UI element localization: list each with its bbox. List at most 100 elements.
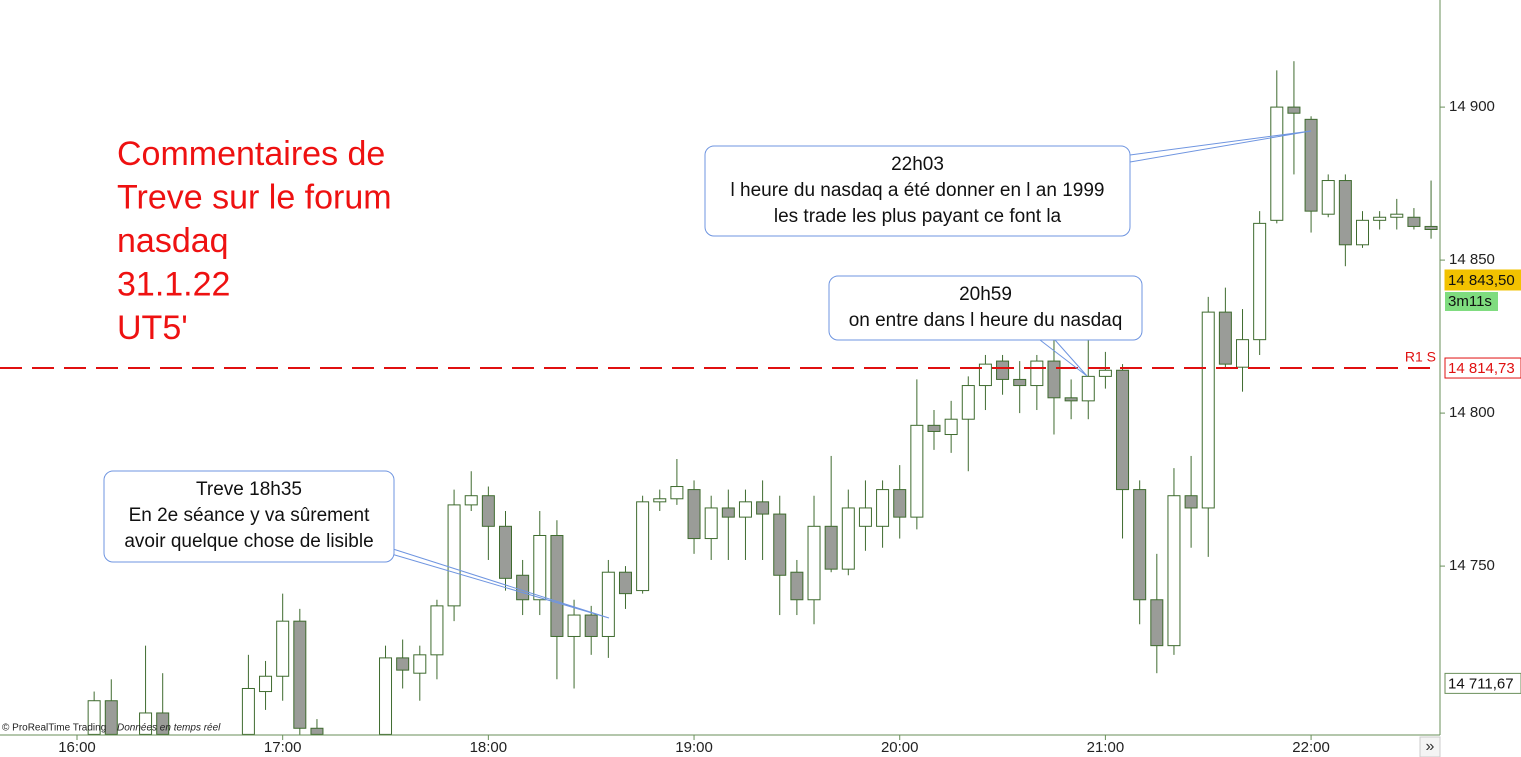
candle-body: [1407, 216, 1421, 227]
candle-body: [413, 654, 427, 674]
annotation-title: UT5': [117, 309, 188, 347]
candle-body: [156, 712, 170, 735]
candle-body: [876, 489, 890, 527]
callout-text: 20h59: [959, 284, 1012, 305]
candle-body: [1253, 222, 1267, 341]
candle-body: [533, 534, 547, 601]
annotation-title: 31.1.22: [117, 265, 230, 303]
reference-name: R1 S: [1405, 349, 1436, 365]
candle-body: [1201, 311, 1215, 509]
candle-body: [1133, 489, 1147, 601]
candle-body: [704, 507, 718, 540]
callout-text: Treve 18h35: [196, 479, 302, 500]
candle-body: [961, 385, 975, 420]
candle-body: [259, 675, 273, 693]
candle-body: [687, 489, 701, 540]
candle-body: [1150, 599, 1164, 647]
y-tick-label: 14 750: [1449, 557, 1495, 574]
candle-body: [978, 363, 992, 387]
timer: 3m11s: [1448, 293, 1492, 310]
candle-body: [1218, 311, 1232, 365]
candle-body: [516, 574, 530, 601]
callout-pointer: [1129, 130, 1312, 163]
candle-body: [481, 495, 495, 527]
candle-body: [773, 513, 787, 576]
nav-button-box[interactable]: [1419, 736, 1441, 757]
candle-body: [1064, 397, 1078, 402]
overlay: R1 S 14 814,73 14 843,50 3m11s 14 711,67 Comm…: [0, 130, 1521, 757]
candle-body: [653, 498, 667, 503]
candle-body: [1373, 216, 1387, 221]
candle-body: [1321, 180, 1335, 215]
candle-body: [601, 571, 615, 637]
candle-body: [293, 620, 307, 729]
candle-body: [738, 501, 752, 518]
candle-body: [276, 620, 290, 677]
candle-body: [1047, 360, 1061, 399]
candle-body: [499, 525, 512, 579]
candle-body: [87, 700, 101, 735]
candle-body: [996, 360, 1010, 380]
candle-body: [807, 525, 821, 601]
callout-box: [704, 145, 1131, 237]
candle-body: [1390, 213, 1404, 218]
candle-body: [396, 657, 410, 671]
candle-body: [1287, 106, 1301, 114]
callout-text: avoir quelque chose de lisible: [124, 531, 373, 552]
footer-realtime: Données en temps réel: [117, 723, 221, 734]
candle-body: [1304, 118, 1318, 212]
candle-body: [1184, 495, 1198, 509]
price-label: 14 843,50: [1448, 272, 1515, 289]
candle-body: [910, 424, 924, 518]
candle-body: [618, 571, 632, 595]
x-tick-label: 18:00: [470, 739, 508, 756]
callout-text: on entre dans l heure du nasdaq: [849, 310, 1123, 331]
candle-body: [1098, 369, 1112, 377]
x-tick-label: 16:00: [58, 739, 96, 756]
candle-body: [1424, 225, 1438, 230]
candle-body: [636, 501, 650, 592]
x-tick-label: 17:00: [264, 739, 302, 756]
candle-body: [1116, 369, 1130, 491]
nav-button[interactable]: »: [1426, 738, 1435, 755]
candle-body: [824, 525, 838, 570]
candle-body: [756, 501, 770, 515]
candle-body: [241, 687, 255, 735]
price-label-box: [1444, 269, 1521, 291]
candle-body: [790, 571, 804, 601]
grid-layer: 14 750 14 800 14 850 14 900 16:00 17:00 18:00 1…: [58, 98, 1495, 756]
x-tick-label: 19:00: [675, 739, 713, 756]
candle-body: [550, 534, 564, 637]
callout-pointer: [387, 548, 610, 619]
callout-text: les trade les plus payant ce font la: [774, 206, 1062, 227]
callout-pointer: [1039, 339, 1088, 377]
candle-body: [567, 614, 581, 637]
price-label: 14 711,67: [1448, 675, 1514, 692]
candle-body: [721, 507, 735, 518]
callout-text: 22h03: [891, 154, 944, 175]
candle-body: [447, 504, 461, 607]
price-label-box: [1444, 672, 1521, 694]
candle-body: [584, 614, 598, 637]
candle-body: [139, 712, 153, 735]
candle-body: [944, 418, 958, 436]
callout-box: [828, 275, 1143, 341]
reference-label: 14 814,73: [1448, 360, 1515, 377]
candle-body: [104, 700, 118, 735]
callout-text: l heure du nasdaq a été donner en l an 1…: [731, 180, 1105, 201]
candle-body: [1356, 219, 1369, 246]
candle-body: [1236, 339, 1250, 368]
candle-body: [1167, 495, 1181, 647]
candle-body: [670, 486, 684, 500]
candle-body: [1013, 378, 1027, 387]
annotation-title: nasdaq: [117, 222, 229, 260]
annotation-title: Commentaires de: [117, 135, 385, 173]
candle-body: [464, 495, 478, 506]
candle-body: [379, 657, 393, 735]
footer-copyright: © ProRealTime Trading: [2, 723, 106, 734]
timer-box: [1445, 291, 1498, 311]
x-tick-label: 20:00: [881, 739, 919, 756]
candle-body: [1270, 106, 1284, 221]
reference-label-box: [1444, 357, 1521, 379]
